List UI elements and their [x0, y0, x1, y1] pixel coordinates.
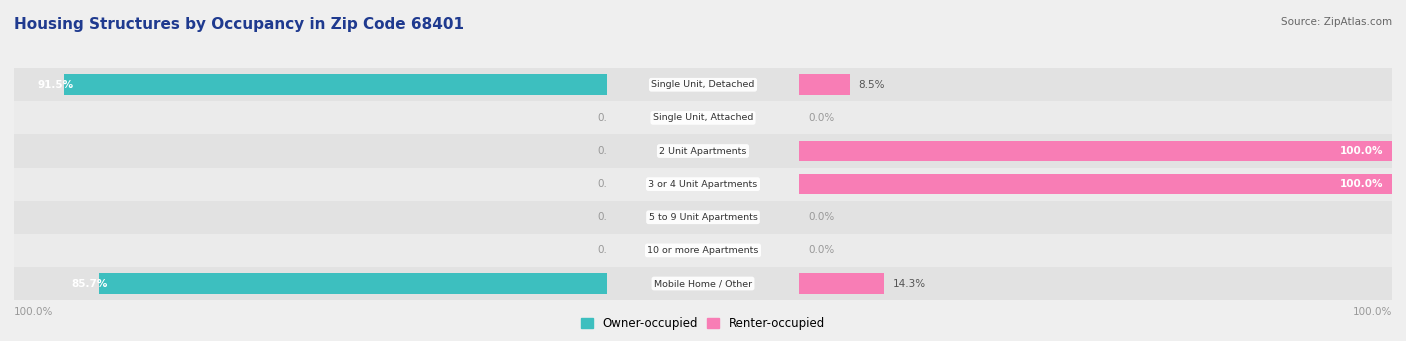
Bar — [14, 267, 606, 300]
Text: 91.5%: 91.5% — [37, 80, 73, 90]
Text: 0.0%: 0.0% — [808, 113, 835, 123]
Bar — [800, 201, 1392, 234]
Bar — [14, 234, 606, 267]
Text: 100.0%: 100.0% — [1340, 179, 1384, 189]
Bar — [14, 167, 606, 201]
Text: 0.0%: 0.0% — [598, 212, 624, 222]
Text: 0.0%: 0.0% — [808, 212, 835, 222]
Bar — [65, 74, 606, 95]
Text: 14.3%: 14.3% — [893, 279, 927, 288]
Text: 10 or more Apartments: 10 or more Apartments — [647, 246, 759, 255]
Text: 2 Unit Apartments: 2 Unit Apartments — [659, 147, 747, 155]
Bar — [14, 68, 606, 101]
Bar — [606, 68, 800, 101]
Bar — [14, 101, 606, 134]
Bar — [800, 74, 849, 95]
Bar — [800, 68, 1392, 101]
Text: Single Unit, Attached: Single Unit, Attached — [652, 114, 754, 122]
Bar — [606, 201, 800, 234]
Text: 0.0%: 0.0% — [598, 179, 624, 189]
Bar — [800, 174, 1392, 194]
Bar — [800, 101, 1392, 134]
Bar — [800, 167, 1392, 201]
Bar — [800, 234, 1392, 267]
Text: 5 to 9 Unit Apartments: 5 to 9 Unit Apartments — [648, 213, 758, 222]
Bar — [606, 101, 800, 134]
Bar — [14, 134, 606, 167]
Bar — [800, 267, 1392, 300]
Legend: Owner-occupied, Renter-occupied: Owner-occupied, Renter-occupied — [576, 313, 830, 335]
Text: 100.0%: 100.0% — [14, 307, 53, 317]
Text: 8.5%: 8.5% — [859, 80, 886, 90]
Text: Single Unit, Detached: Single Unit, Detached — [651, 80, 755, 89]
Text: 0.0%: 0.0% — [598, 246, 624, 255]
Bar — [800, 141, 1392, 161]
Bar — [606, 134, 800, 167]
Bar — [606, 234, 800, 267]
Text: 100.0%: 100.0% — [1340, 146, 1384, 156]
Text: 3 or 4 Unit Apartments: 3 or 4 Unit Apartments — [648, 180, 758, 189]
Text: 85.7%: 85.7% — [72, 279, 108, 288]
Bar — [14, 201, 606, 234]
Bar — [606, 267, 800, 300]
Text: 0.0%: 0.0% — [598, 146, 624, 156]
Bar — [800, 273, 884, 294]
Text: Mobile Home / Other: Mobile Home / Other — [654, 279, 752, 288]
Bar — [800, 134, 1392, 167]
Text: 0.0%: 0.0% — [598, 113, 624, 123]
Text: Housing Structures by Occupancy in Zip Code 68401: Housing Structures by Occupancy in Zip C… — [14, 17, 464, 32]
Bar — [606, 167, 800, 201]
Text: 0.0%: 0.0% — [808, 246, 835, 255]
Text: Source: ZipAtlas.com: Source: ZipAtlas.com — [1281, 17, 1392, 27]
Text: 100.0%: 100.0% — [1353, 307, 1392, 317]
Bar — [98, 273, 606, 294]
